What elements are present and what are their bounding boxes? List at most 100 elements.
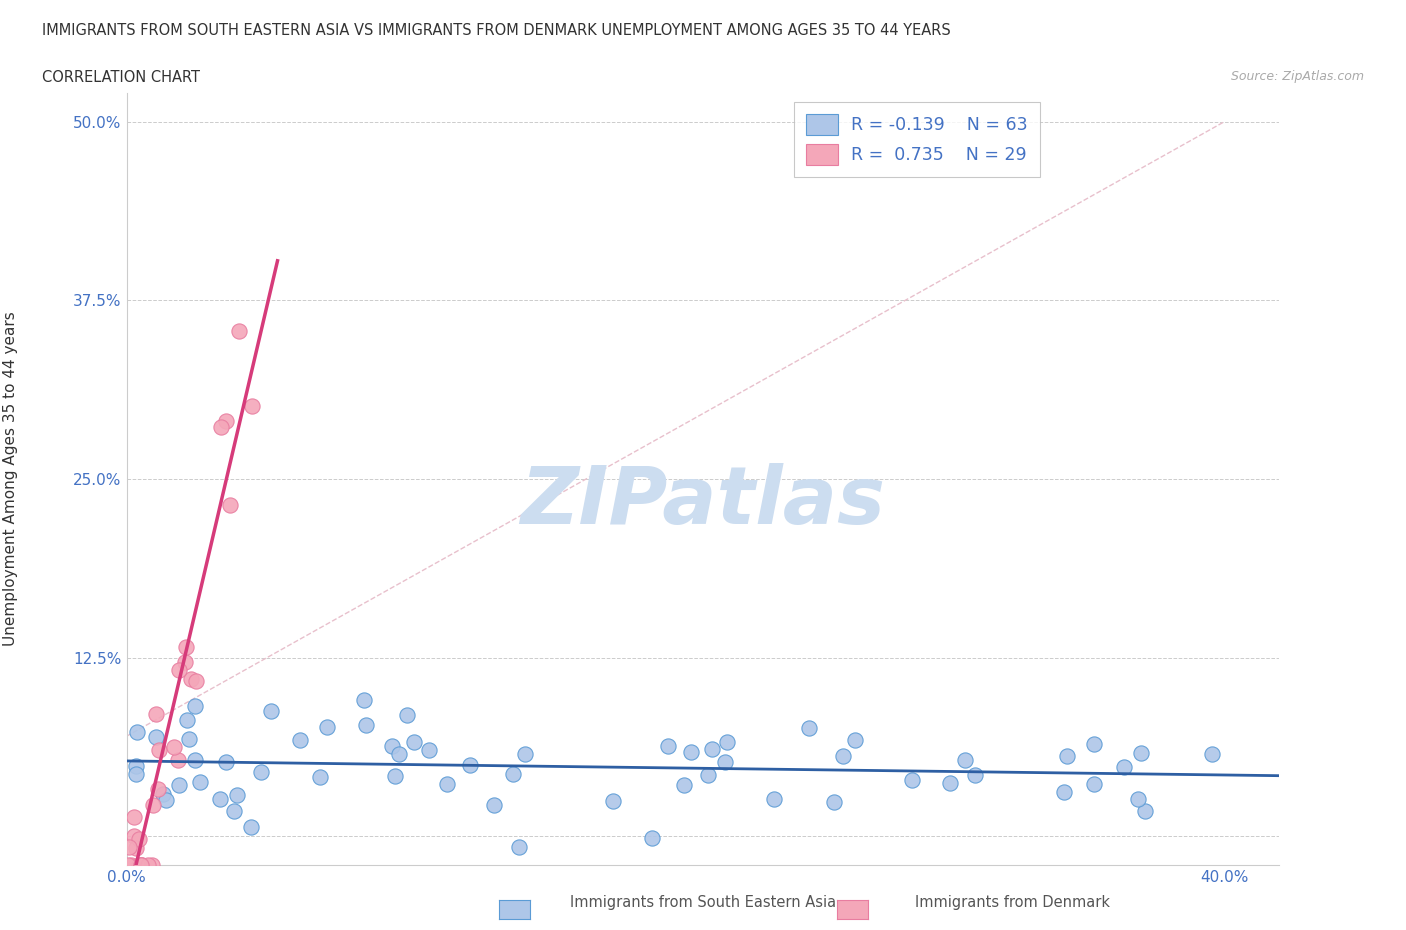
Point xyxy=(209,419,232,434)
Point xyxy=(482,798,505,813)
Point xyxy=(290,732,312,747)
Point xyxy=(125,758,148,773)
Point xyxy=(176,712,198,727)
Point xyxy=(184,698,207,713)
Point xyxy=(142,797,165,812)
Point xyxy=(396,708,419,723)
Point xyxy=(219,498,242,512)
Y-axis label: Unemployment Among Ages 35 to 44 years: Unemployment Among Ages 35 to 44 years xyxy=(3,312,18,646)
Point xyxy=(215,413,238,428)
Point xyxy=(844,733,866,748)
Point xyxy=(1053,785,1076,800)
Point xyxy=(145,707,167,722)
Point xyxy=(124,766,146,781)
Point xyxy=(167,777,190,792)
Point xyxy=(436,777,458,791)
Point xyxy=(228,324,250,339)
Point xyxy=(1201,746,1223,761)
Text: CORRELATION CHART: CORRELATION CHART xyxy=(42,70,200,85)
Point xyxy=(148,743,170,758)
Point xyxy=(832,749,855,764)
Point xyxy=(152,786,174,801)
Point xyxy=(697,767,720,782)
Point xyxy=(117,857,139,872)
Point xyxy=(167,752,190,767)
Point xyxy=(141,857,163,872)
Point xyxy=(125,725,148,740)
Point xyxy=(508,839,530,854)
Point xyxy=(900,773,922,788)
Point xyxy=(125,841,148,856)
Point xyxy=(169,662,191,677)
Point xyxy=(354,718,377,733)
Point xyxy=(713,754,735,769)
Point xyxy=(458,758,481,773)
Point xyxy=(190,775,212,790)
Point xyxy=(128,831,150,846)
Point xyxy=(225,788,247,803)
Point xyxy=(173,655,195,670)
Point xyxy=(249,764,271,779)
Point xyxy=(163,739,186,754)
Point xyxy=(1056,748,1078,763)
Point xyxy=(1126,791,1149,806)
Point xyxy=(716,735,738,750)
Point xyxy=(763,791,786,806)
Point xyxy=(174,640,197,655)
Point xyxy=(240,819,263,834)
Point xyxy=(602,793,624,808)
Point xyxy=(180,671,202,686)
Point xyxy=(155,792,177,807)
Point xyxy=(118,840,141,855)
Text: Immigrants from Denmark: Immigrants from Denmark xyxy=(915,895,1109,910)
Point xyxy=(384,769,406,784)
Point xyxy=(1133,804,1156,818)
Point xyxy=(120,857,142,872)
Point xyxy=(316,720,339,735)
Point xyxy=(208,792,231,807)
Point xyxy=(259,704,281,719)
Point xyxy=(513,747,536,762)
Point xyxy=(186,673,208,688)
Point xyxy=(672,777,695,792)
Point xyxy=(309,769,332,784)
Point xyxy=(702,741,724,756)
Point xyxy=(222,804,245,818)
Point xyxy=(939,776,962,790)
Point xyxy=(381,738,404,753)
Text: IMMIGRANTS FROM SOUTH EASTERN ASIA VS IMMIGRANTS FROM DENMARK UNEMPLOYMENT AMONG: IMMIGRANTS FROM SOUTH EASTERN ASIA VS IM… xyxy=(42,23,950,38)
Point xyxy=(404,734,426,749)
Point xyxy=(128,857,150,872)
Point xyxy=(657,738,679,753)
Point xyxy=(184,752,207,767)
Text: ZIPatlas: ZIPatlas xyxy=(520,463,886,541)
Point xyxy=(1114,760,1136,775)
Point xyxy=(502,766,524,781)
Point xyxy=(131,857,153,872)
Point xyxy=(145,729,167,744)
Point xyxy=(418,742,440,757)
Point xyxy=(215,754,238,769)
Point xyxy=(122,829,145,844)
Point xyxy=(797,721,820,736)
Point xyxy=(387,747,409,762)
Point xyxy=(136,857,159,872)
Point xyxy=(122,809,145,824)
Point xyxy=(965,767,987,782)
Point xyxy=(129,857,152,872)
Point xyxy=(353,693,375,708)
Point xyxy=(177,731,200,746)
Point xyxy=(824,795,846,810)
Point xyxy=(1083,777,1105,791)
Point xyxy=(679,744,702,759)
Text: Source: ZipAtlas.com: Source: ZipAtlas.com xyxy=(1230,70,1364,83)
Point xyxy=(129,857,152,872)
Point xyxy=(240,399,263,414)
Point xyxy=(1130,746,1153,761)
Legend: R = -0.139    N = 63, R =  0.735    N = 29: R = -0.139 N = 63, R = 0.735 N = 29 xyxy=(794,101,1040,177)
Point xyxy=(1083,737,1105,751)
Point xyxy=(641,831,664,846)
Point xyxy=(146,782,169,797)
Text: Immigrants from South Eastern Asia: Immigrants from South Eastern Asia xyxy=(569,895,837,910)
Point xyxy=(953,752,976,767)
